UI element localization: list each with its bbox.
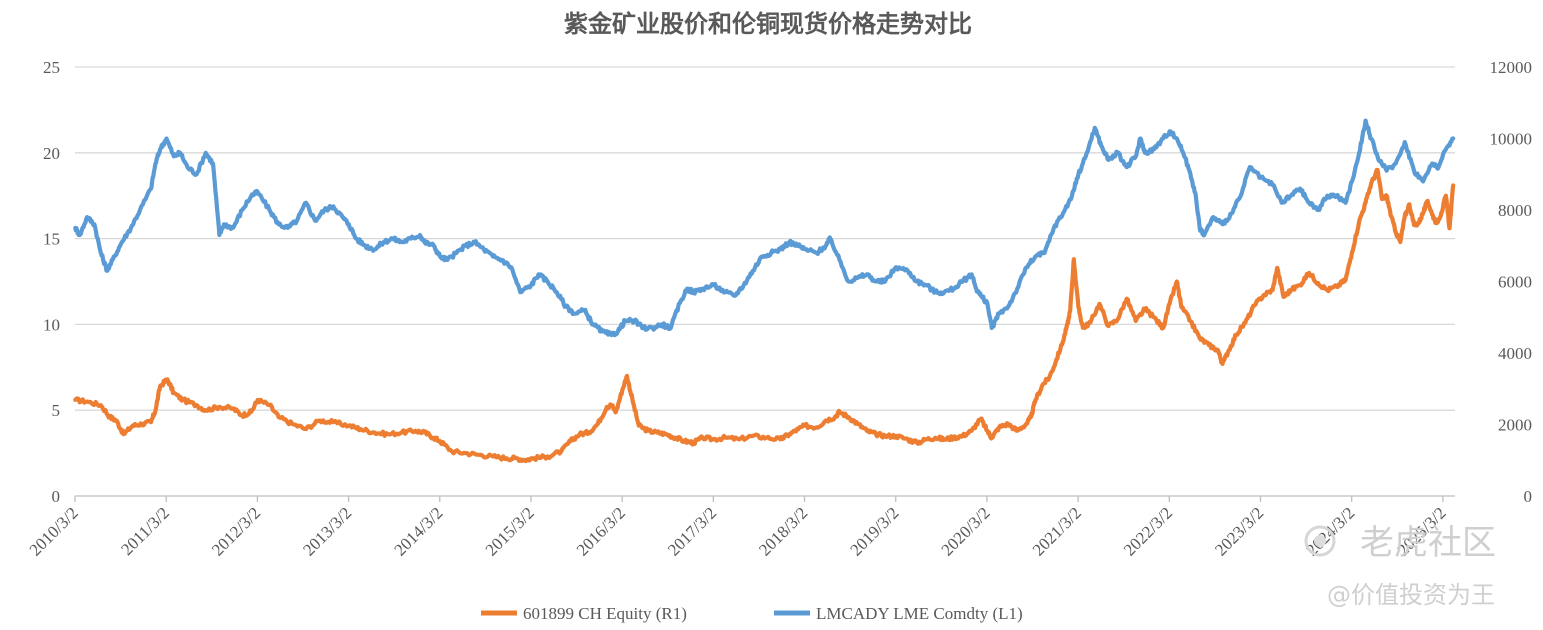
left-axis: 0 5 10 15 20 25 (43, 58, 60, 506)
left-tick-label: 5 (52, 401, 61, 420)
left-tick-label: 25 (43, 58, 60, 77)
x-tick-label: 2016/3/2 (573, 503, 629, 559)
gridlines (75, 66, 1455, 411)
right-tick-label: 8000 (1498, 201, 1532, 220)
chart-title: 紫金矿业股价和伦铜现货价格走势对比 (564, 9, 972, 38)
x-tick-label: 2015/3/2 (482, 503, 538, 559)
right-tick-label: 12000 (1490, 58, 1533, 77)
x-tick-label: 2022/3/2 (1120, 503, 1176, 559)
series-line-copper (73, 118, 1456, 338)
right-tick-label: 4000 (1498, 344, 1532, 363)
x-axis: 2010/3/2 2011/3/2 2012/3/2 2013/3/2 2014/3/2… (26, 495, 1455, 560)
left-tick-label: 20 (43, 144, 60, 163)
left-tick-label: 10 (43, 315, 60, 334)
x-tick-label: 2010/3/2 (26, 503, 82, 559)
x-tick-label: 2020/3/2 (938, 503, 994, 559)
series-group (73, 118, 1456, 464)
x-tick-label: 2017/3/2 (664, 503, 720, 559)
legend-label-equity: 601899 CH Equity (R1) (523, 604, 687, 623)
right-tick-label: 10000 (1490, 130, 1533, 149)
x-tick-label: 2011/3/2 (117, 503, 173, 559)
left-tick-label: 15 (43, 230, 60, 249)
right-tick-label: 0 (1524, 487, 1533, 506)
x-tick-label: 2014/3/2 (390, 503, 446, 559)
right-axis: 0 2000 4000 6000 8000 10000 12000 (1490, 58, 1533, 506)
right-tick-label: 2000 (1498, 416, 1532, 435)
watermark: 老虎社区 @价值投资为王 (1304, 523, 1496, 609)
x-tick-label: 2023/3/2 (1211, 503, 1267, 559)
legend: 601899 CH Equity (R1) LMCADY LME Comdty … (481, 604, 1023, 623)
series-line-equity (73, 167, 1456, 464)
x-tick-label: 2021/3/2 (1029, 503, 1085, 559)
legend-label-copper: LMCADY LME Comdty (L1) (816, 604, 1023, 623)
right-tick-label: 6000 (1498, 273, 1532, 292)
x-tick-label: 2018/3/2 (755, 503, 811, 559)
watermark-user: @价值投资为王 (1327, 581, 1495, 609)
x-tick-label: 2019/3/2 (846, 503, 902, 559)
x-tick-label: 2012/3/2 (208, 503, 264, 559)
left-tick-label: 0 (52, 487, 61, 506)
x-tick-label: 2013/3/2 (299, 503, 355, 559)
watermark-logo-icon (1304, 525, 1336, 557)
watermark-brand: 老虎社区 (1360, 523, 1496, 563)
